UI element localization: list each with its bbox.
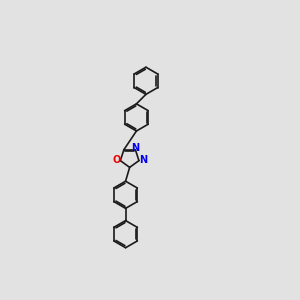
Text: N: N (139, 155, 147, 165)
Text: O: O (112, 155, 121, 165)
Text: N: N (132, 143, 140, 153)
